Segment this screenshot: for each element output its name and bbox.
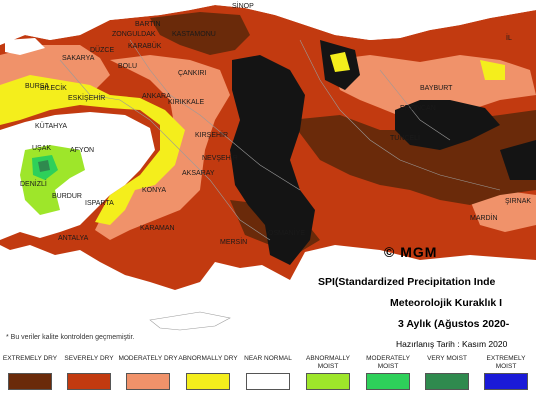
region-abnormally-dry-ne: [480, 60, 505, 80]
black-sea: [0, 0, 536, 45]
city-label: BURSA: [25, 83, 49, 90]
quality-note: * Bu veriler kalite kontrolden geçmemişt…: [6, 334, 135, 341]
city-label: DÜZCE: [90, 46, 114, 54]
city-label: ŞIRNAK: [505, 198, 531, 205]
city-label: KIRŞEHİR: [195, 130, 228, 139]
city-label: KASTAMONU: [172, 31, 216, 38]
legend-item: SEVERELY DRY: [59, 355, 119, 390]
legend-label: SEVERELY DRY: [64, 355, 114, 362]
legend-item: MODERATELY DRY: [118, 355, 178, 390]
city-label: UŞAK: [32, 145, 51, 152]
legend: EXTREMELY DRY SEVERELY DRY MODERATELY DR…: [0, 355, 536, 402]
mgm-credit: © MGM: [384, 244, 438, 260]
legend-swatch: [67, 373, 111, 390]
legend-label: MODERATELY DRY: [118, 355, 178, 362]
legend-item: EXTREMELY MOIST: [476, 355, 536, 390]
region-darkest-east: [395, 100, 500, 150]
city-label: KÜTAHYA: [35, 122, 67, 130]
city-label: KONYA: [142, 187, 166, 194]
legend-item: MODERATELY MOIST: [358, 355, 418, 390]
city-label: BOLU: [118, 63, 137, 70]
legend-label: VERY MOIST: [427, 355, 467, 362]
city-label: BURDUR: [52, 193, 82, 200]
city-label: KARABÜK: [128, 42, 162, 50]
city-label: BİLECİK: [40, 83, 67, 92]
city-label: MERSİN: [220, 237, 247, 246]
city-label: SİNOP: [232, 1, 254, 10]
map-title: SPI(Standardized Precipitation Inde: [318, 276, 496, 288]
map-subtitle: Meteorolojik Kuraklık I: [390, 297, 503, 309]
legend-item: ABNORMALLY DRY: [178, 355, 238, 390]
city-label: ÇANKIRI: [178, 70, 206, 77]
city-label: ANKARA: [142, 93, 171, 100]
city-label: İL: [506, 33, 512, 42]
legend-swatch: [246, 373, 290, 390]
city-label: ANTALYA: [58, 235, 89, 242]
city-label: MARDİN: [470, 213, 498, 222]
legend-item: VERY MOIST: [417, 355, 477, 390]
city-labels: SİNOP BARTIN ZONGULDAK KASTAMONU KARABÜK…: [20, 1, 531, 246]
city-label: ISPARTA: [85, 200, 114, 207]
legend-swatch: [186, 373, 230, 390]
city-label: KIRIKKALE: [168, 99, 205, 106]
cyprus-island: [149, 311, 231, 331]
city-label: BARTIN: [135, 21, 161, 28]
region-darkest-far-east: [500, 140, 536, 180]
region-abnormally-dry-west: [0, 75, 185, 225]
city-label: DENİZLİ: [20, 179, 47, 188]
legend-swatch: [8, 373, 52, 390]
city-label: AFYON: [70, 147, 94, 154]
city-label: ZONGULDAK: [112, 31, 156, 38]
region-moderately-dry-se: [470, 190, 536, 232]
drought-map: SİNOP BARTIN ZONGULDAK KASTAMONU KARABÜK…: [0, 0, 536, 331]
legend-item: ABNORMALLY MOIST: [298, 355, 358, 390]
city-label: AKSARAY: [182, 170, 215, 177]
city-label: ERZİNCAN: [400, 103, 436, 112]
city-label: KARAMAN: [140, 225, 175, 232]
legend-item: EXTREMELY DRY: [0, 355, 60, 390]
legend-swatch: [425, 373, 469, 390]
legend-label: ABNORMALLY DRY: [178, 355, 238, 362]
marmara-sea: [5, 38, 45, 55]
legend-item: NEAR NORMAL: [238, 355, 298, 390]
legend-swatch: [366, 373, 410, 390]
legend-label: ABNORMALLY MOIST: [306, 355, 350, 370]
city-label: OSMANİYE: [268, 228, 305, 237]
city-label: NEVŞEHİR: [202, 153, 238, 162]
city-label: ESKİŞEHİR: [68, 93, 105, 102]
province-borders: [59, 39, 501, 241]
legend-label: EXTREMELY MOIST: [486, 355, 526, 370]
city-label: TUNCELİ: [390, 133, 420, 142]
map-period: 3 Aylık (Ağustos 2020-: [398, 318, 510, 330]
city-label: BAYBURT: [420, 85, 453, 92]
legend-swatch: [126, 373, 170, 390]
region-darkest-core: [230, 55, 315, 265]
legend-label: EXTREMELY DRY: [2, 355, 58, 362]
legend-swatch: [306, 373, 350, 390]
prepared-date: Hazırlanış Tarih : Kasım 2020: [396, 339, 508, 349]
region-very-moist: [38, 160, 50, 172]
legend-label: MODERATELY MOIST: [366, 355, 410, 370]
city-label: SAKARYA: [62, 55, 95, 62]
region-abnormally-dry-north: [330, 52, 350, 72]
legend-label: NEAR NORMAL: [244, 355, 292, 362]
region-extremely-dry-north: [150, 12, 250, 55]
legend-swatch: [484, 373, 528, 390]
